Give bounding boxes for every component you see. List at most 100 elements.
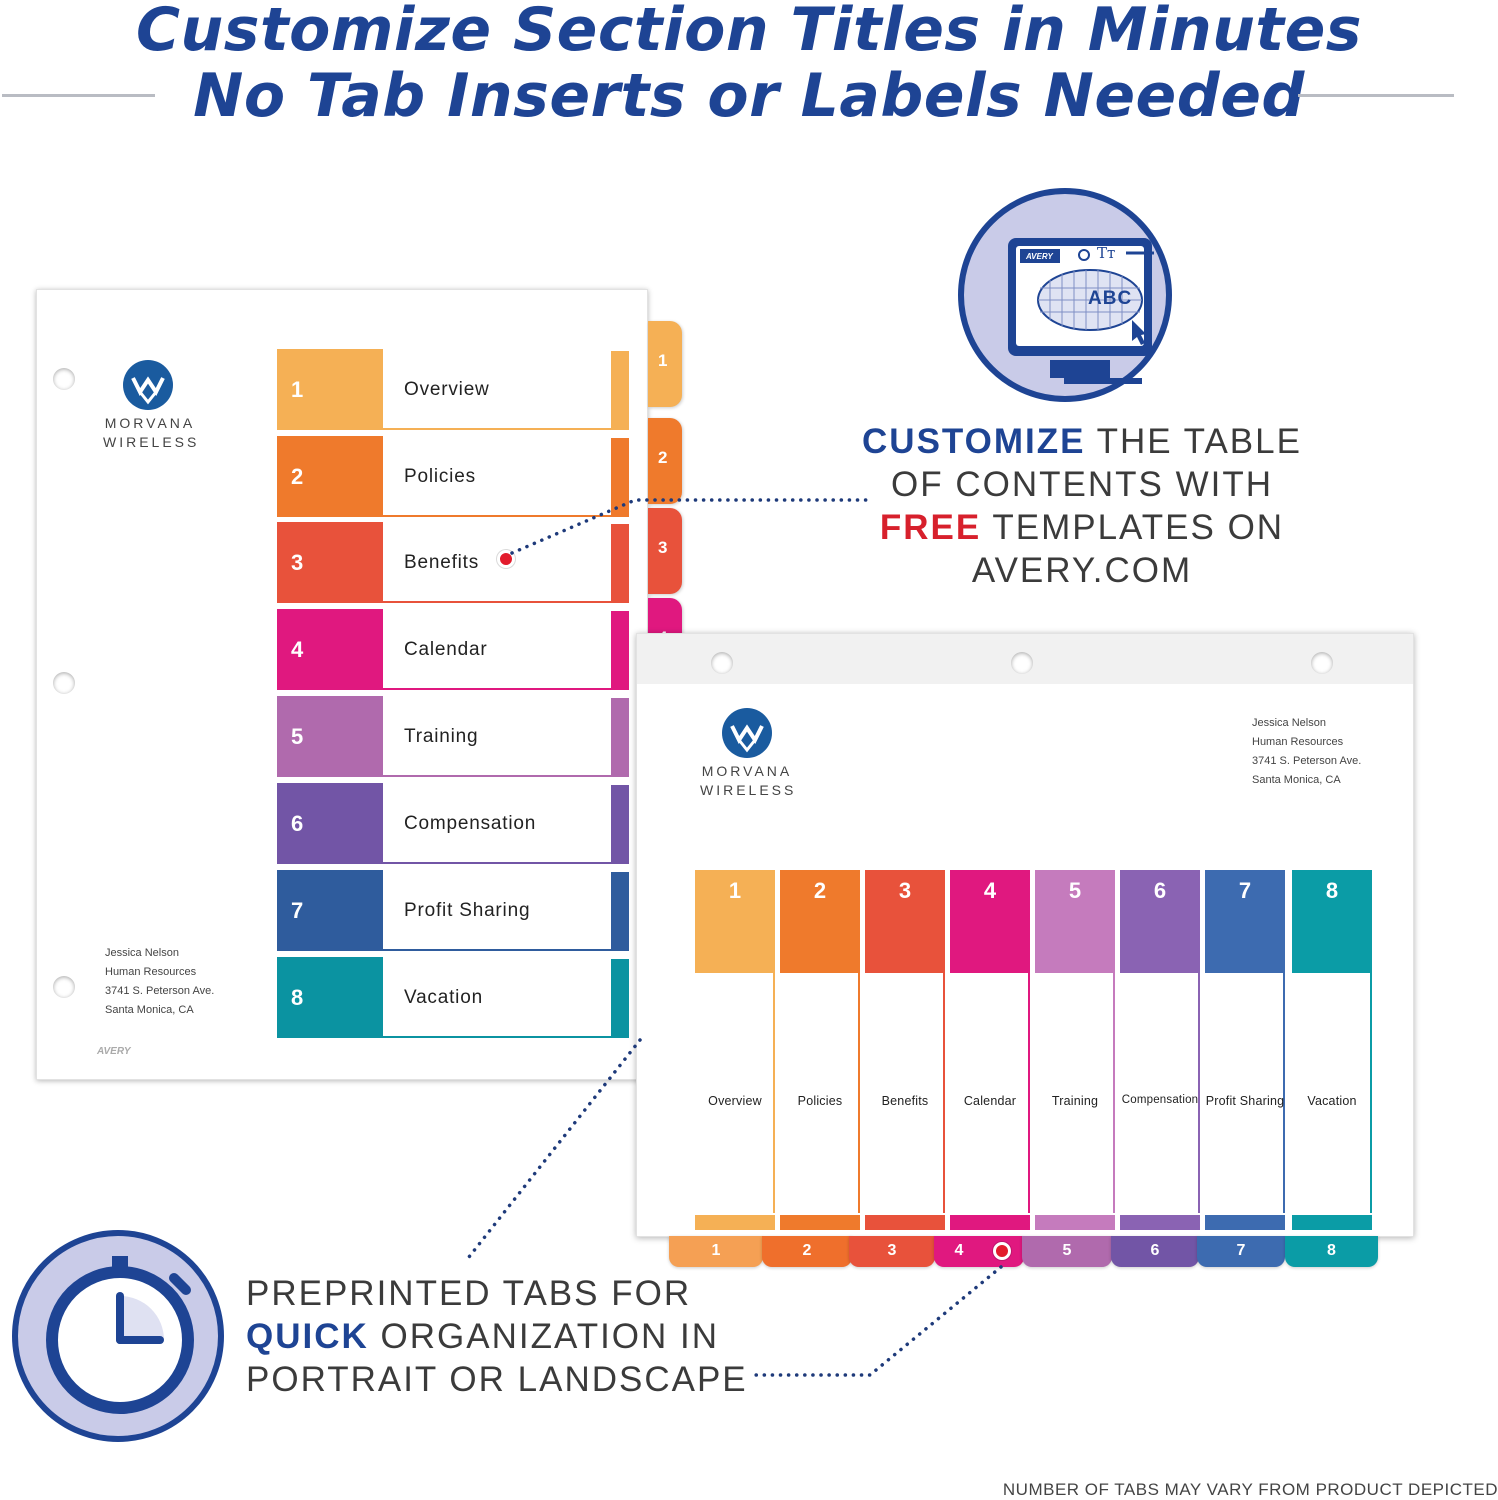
toc-row[interactable]: 6 Compensation [277, 783, 629, 864]
side-tab-3[interactable]: 3 [648, 508, 682, 594]
column-number: 2 [813, 878, 827, 903]
bottom-tab-1[interactable]: 1 [669, 1236, 763, 1267]
column-title: Benefits [881, 1094, 929, 1108]
row-edge-strip [611, 959, 629, 1036]
column-title: Vacation [1307, 1094, 1357, 1108]
toc-column[interactable]: 4 Calendar [950, 870, 1030, 1232]
toc-column[interactable]: 8 Vacation [1292, 870, 1372, 1232]
bottom-tab-6[interactable]: 6 [1111, 1236, 1199, 1267]
tab-number: 2 [802, 1242, 812, 1259]
keyword-customize: CUSTOMIZE [862, 422, 1086, 461]
column-number: 4 [983, 878, 997, 903]
row-underline [383, 949, 629, 951]
address-street: 3741 S. Peterson Ave. [1252, 755, 1362, 767]
column-color-block [1205, 870, 1285, 973]
tab-number: 4 [954, 1242, 964, 1259]
preprinted-badge [12, 1230, 224, 1442]
row-underline [383, 601, 629, 603]
tab-number: 7 [1236, 1242, 1246, 1259]
toc-row[interactable]: 7 Profit Sharing [277, 870, 629, 951]
toc-column[interactable]: 3 Benefits [865, 870, 945, 1232]
logo-line-2: WIRELESS [700, 782, 797, 798]
tab-number: 3 [658, 538, 668, 557]
column-color-block [780, 870, 860, 973]
callout-marker-benefits [497, 550, 515, 568]
column-rule [1370, 973, 1372, 1213]
headline-line-2: No Tab Inserts or Labels Needed [193, 61, 1305, 131]
row-title: Vacation [404, 987, 483, 1008]
column-number: 5 [1068, 878, 1082, 903]
address-city: Santa Monica, CA [1252, 774, 1341, 786]
leader-line-customize [510, 498, 872, 555]
row-edge-strip [611, 611, 629, 688]
bottom-tab-3[interactable]: 3 [849, 1236, 935, 1267]
address-street: 3741 S. Peterson Ave. [105, 985, 215, 997]
row-color-block [277, 870, 383, 951]
callout-customize-url[interactable]: AVERY.COM [971, 551, 1193, 590]
callout-customize: CUSTOMIZE THE TABLE OF CONTENTS WITH FRE… [862, 420, 1302, 592]
callout-customize-line-3: FREE TEMPLATES ON [862, 506, 1302, 549]
column-rule [1283, 973, 1285, 1213]
address-name: Jessica Nelson [1252, 717, 1326, 729]
row-color-block [277, 957, 383, 1038]
screen-brand: AVERY [1026, 252, 1053, 261]
callout-text: THE TABLE [1085, 422, 1302, 461]
bottom-tab-2[interactable]: 2 [762, 1236, 852, 1267]
toc-column[interactable]: 1 Overview [695, 870, 775, 1232]
row-title: Calendar [404, 639, 488, 660]
screen-text: ABC [1088, 288, 1133, 309]
headline-line-1: Customize Section Titles in Minutes [136, 0, 1362, 65]
row-underline [383, 688, 629, 690]
side-tab-1[interactable]: 1 [648, 321, 682, 407]
toc-row[interactable]: 8 Vacation [277, 957, 629, 1038]
bottom-tab-7[interactable]: 7 [1197, 1236, 1285, 1267]
column-foot [1035, 1215, 1115, 1230]
address-name: Jessica Nelson [105, 947, 179, 959]
toc-column[interactable]: 6 Compensation [1120, 870, 1200, 1232]
callout-preprinted-line-2: QUICK ORGANIZATION IN [246, 1315, 766, 1358]
toc-column[interactable]: 2 Policies [780, 870, 860, 1232]
toc-row[interactable]: 4 Calendar [277, 609, 629, 690]
column-number: 8 [1325, 878, 1339, 903]
punch-hole [53, 672, 75, 694]
row-underline [383, 1036, 629, 1038]
column-title: Policies [797, 1094, 843, 1108]
tab-number: 5 [1062, 1242, 1072, 1259]
column-number: 6 [1153, 878, 1167, 903]
morvana-logo-icon [123, 360, 173, 410]
punch-hole [1011, 652, 1033, 674]
keyword-free: FREE [879, 508, 982, 547]
logo-line-1: MORVANA [104, 415, 196, 431]
row-number: 4 [291, 637, 304, 662]
toc-column[interactable]: 5 Training [1035, 870, 1115, 1232]
column-title: Training [1051, 1094, 1099, 1108]
row-title: Training [404, 726, 479, 747]
column-foot [1205, 1215, 1285, 1230]
bottom-tab-5[interactable]: 5 [1022, 1236, 1112, 1267]
side-tab-2[interactable]: 2 [648, 418, 682, 504]
row-title: Profit Sharing [404, 900, 531, 921]
logo-line-1: MORVANA [701, 763, 793, 779]
tab-number: 8 [1327, 1242, 1336, 1259]
row-number: 1 [291, 377, 304, 402]
toc-row[interactable]: 3 Benefits [277, 522, 629, 603]
column-rule [1198, 973, 1200, 1213]
address-block: Jessica Nelson Human Resources 3741 S. P… [105, 944, 214, 1020]
toc-row[interactable]: 5 Training [277, 696, 629, 777]
callout-preprinted-line-3: PORTRAIT OR LANDSCAPE [246, 1360, 748, 1399]
toc-column[interactable]: 7 Profit Sharing [1205, 870, 1285, 1232]
divider-right [1298, 94, 1454, 97]
punch-hole [53, 368, 75, 390]
toc-row[interactable]: 1 Overview [277, 349, 629, 430]
column-number: 7 [1238, 878, 1252, 903]
row-underline [383, 428, 629, 430]
row-title: Overview [404, 379, 490, 400]
row-color-block [277, 783, 383, 864]
logo-wordmark: MORVANA WIRELESS [103, 414, 197, 452]
bottom-tab-8[interactable]: 8 [1285, 1236, 1378, 1267]
monitor-design-icon [1008, 238, 1154, 384]
toc-row[interactable]: 2 Policies [277, 436, 629, 517]
row-number: 6 [291, 811, 304, 836]
row-number: 5 [291, 724, 304, 749]
row-color-block [277, 349, 383, 430]
